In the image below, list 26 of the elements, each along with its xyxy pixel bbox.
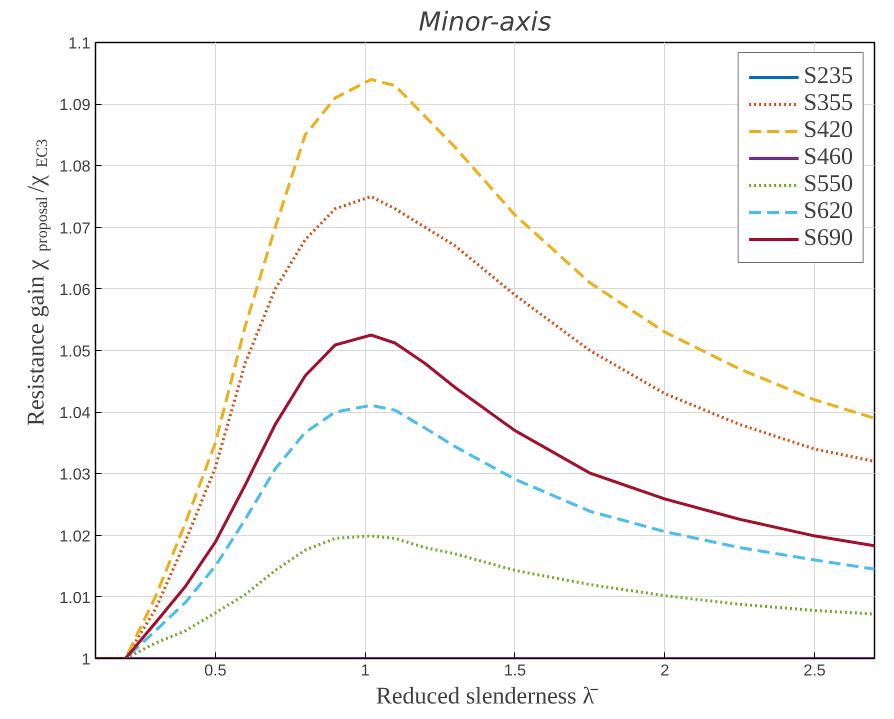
x-tick-label: 2.5 (803, 662, 826, 680)
y-tick-label: 1.04 (59, 405, 91, 422)
y-tick-label: 1.06 (59, 282, 91, 299)
y-axis-title: Resistance gain χproposal/χEC3 (24, 138, 51, 426)
x-tick-label: 1.5 (504, 662, 526, 680)
x-tick-label: 0.5 (204, 662, 227, 680)
chart-title: Minor-axis (418, 8, 552, 38)
y-tick-label: 1.07 (59, 220, 91, 238)
y-tick-label: 1.03 (59, 466, 91, 484)
y-tick-label: 1 (82, 652, 91, 668)
legend-label: S460 (804, 144, 853, 171)
legend-label: S235 (804, 63, 853, 90)
legend-label: S690 (804, 225, 853, 252)
x-tick-label: 1 (360, 662, 370, 680)
y-tick-label: 1.08 (59, 158, 91, 176)
legend-label: S355 (804, 90, 853, 117)
y-tick-label: 1.1 (68, 36, 91, 52)
y-tick-label: 1.01 (59, 590, 91, 607)
y-tick-label: 1.05 (59, 344, 91, 360)
legend-label: S420 (804, 117, 853, 144)
legend-label: S550 (804, 171, 853, 198)
legend-label: S620 (804, 198, 853, 225)
y-tick-label: 1.09 (59, 97, 91, 114)
x-tick-label: 2 (660, 662, 670, 680)
y-tick-label: 1.02 (59, 528, 91, 546)
x-axis-title: Reduced slenderness λ̄ (376, 684, 598, 710)
